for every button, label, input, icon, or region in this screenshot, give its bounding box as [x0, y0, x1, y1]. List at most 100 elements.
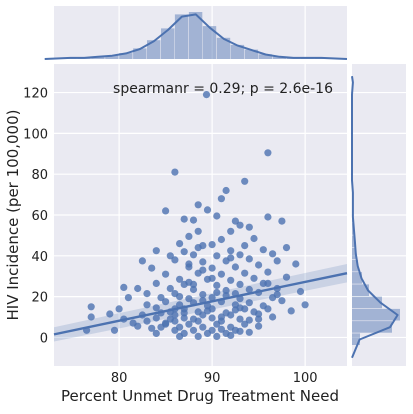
- data-point: [120, 283, 128, 291]
- y-tick-label: 60: [31, 209, 48, 224]
- y-tick-label: 40: [31, 250, 48, 265]
- data-point: [245, 223, 253, 231]
- data-point: [227, 247, 235, 255]
- data-point: [152, 329, 160, 337]
- data-point: [162, 270, 170, 278]
- x-hist-bar: [272, 56, 286, 59]
- data-point: [199, 323, 207, 331]
- data-point: [273, 257, 281, 265]
- x-hist-bar: [147, 40, 161, 59]
- data-point: [185, 320, 193, 328]
- data-point: [166, 252, 174, 260]
- regression-line: [53, 271, 348, 336]
- data-point: [185, 260, 193, 268]
- data-point: [278, 217, 286, 225]
- data-point: [269, 250, 277, 258]
- data-point: [255, 315, 263, 323]
- data-point: [180, 314, 188, 322]
- y-marginal-histogram: [351, 76, 400, 359]
- data-point: [203, 307, 212, 315]
- data-point: [106, 310, 114, 318]
- data-point: [152, 247, 160, 255]
- data-point: [171, 311, 179, 319]
- data-point: [245, 316, 253, 324]
- x-hist-bar: [258, 54, 272, 59]
- data-point: [264, 279, 272, 287]
- data-point: [152, 304, 160, 312]
- y-hist-bar: [352, 259, 358, 272]
- y-axis-label: HIV Incidence (per 100,000): [4, 110, 22, 321]
- data-point: [269, 313, 277, 321]
- data-point: [227, 227, 235, 235]
- data-point: [180, 248, 188, 256]
- data-point: [236, 280, 244, 288]
- data-point: [208, 314, 216, 322]
- data-point: [227, 276, 235, 284]
- data-point: [143, 290, 151, 298]
- data-point: [185, 232, 193, 240]
- data-point: [264, 305, 272, 313]
- y-hist-bar: [352, 308, 400, 321]
- data-point: [152, 279, 160, 287]
- y-tick-label: 100: [23, 127, 48, 142]
- data-point: [143, 301, 151, 309]
- y-hist-bar: [352, 235, 355, 247]
- data-point: [152, 314, 160, 322]
- data-point: [180, 309, 188, 317]
- data-point: [213, 288, 221, 297]
- y-hist-bar: [352, 247, 356, 260]
- data-point: [203, 329, 212, 337]
- data-point: [189, 216, 198, 224]
- data-point: [171, 326, 179, 334]
- data-point: [245, 285, 253, 294]
- data-point: [208, 274, 216, 282]
- scatter-points: [83, 91, 309, 340]
- data-point: [213, 281, 221, 289]
- data-point: [194, 244, 202, 252]
- data-point: [171, 256, 179, 264]
- data-point: [255, 322, 263, 330]
- data-point: [157, 294, 165, 302]
- x-hist-bar: [202, 26, 217, 60]
- data-point: [199, 258, 207, 266]
- data-point: [264, 268, 272, 276]
- data-point: [87, 313, 95, 321]
- data-point: [301, 301, 309, 309]
- data-point: [278, 297, 286, 305]
- data-point: [176, 275, 184, 283]
- x-hist-bar: [105, 55, 119, 59]
- data-point: [171, 168, 179, 176]
- data-point: [282, 273, 291, 281]
- x-hist-bar: [119, 53, 133, 59]
- data-point: [194, 227, 202, 235]
- data-point: [166, 284, 174, 293]
- data-point: [213, 320, 221, 328]
- x-hist-bar: [133, 48, 147, 59]
- data-point: [273, 291, 281, 299]
- y-hist-bar: [352, 321, 392, 333]
- x-hist-bar: [216, 37, 231, 59]
- stats-annotation: spearmanr = 0.29; p = 2.6e-16: [113, 81, 333, 97]
- data-point: [199, 291, 207, 299]
- data-point: [194, 332, 202, 340]
- x-tick-label: 90: [204, 371, 221, 386]
- data-point: [227, 254, 235, 262]
- data-point: [189, 251, 198, 259]
- x-hist-bar: [244, 49, 259, 59]
- data-point: [208, 294, 216, 302]
- data-point: [255, 261, 263, 269]
- x-hist-bar: [161, 28, 175, 59]
- data-point: [148, 324, 156, 332]
- data-point: [231, 306, 239, 314]
- data-point: [250, 234, 258, 243]
- data-point: [217, 325, 225, 333]
- data-point: [222, 186, 230, 195]
- data-point: [222, 286, 230, 295]
- y-hist-bar: [352, 296, 382, 309]
- x-hist-bar: [230, 44, 245, 59]
- regression-line-path: [53, 271, 348, 336]
- x-hist-bar: [174, 14, 189, 59]
- data-point: [162, 298, 170, 306]
- data-point: [213, 332, 221, 340]
